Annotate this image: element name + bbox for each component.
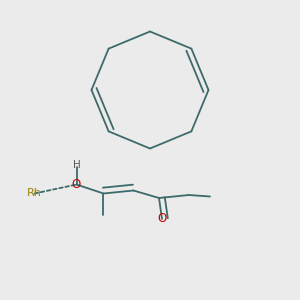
Text: O: O — [158, 212, 166, 226]
Text: H: H — [73, 160, 80, 170]
Text: O: O — [72, 178, 81, 191]
Text: Rh: Rh — [27, 188, 42, 199]
